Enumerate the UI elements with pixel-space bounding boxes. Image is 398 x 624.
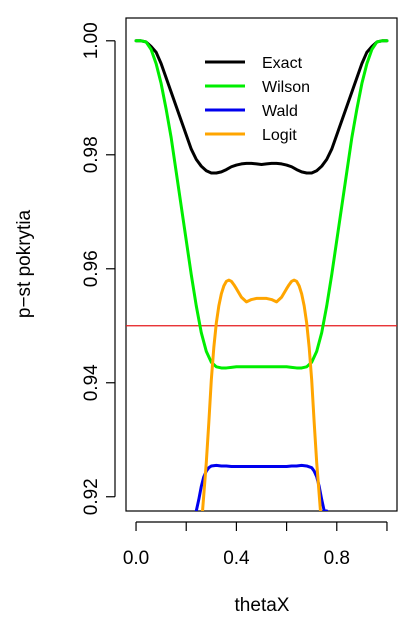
series-line-wilson [134, 39, 389, 370]
legend: Exact Wilson Wald Logit [205, 55, 310, 144]
legend-label-wald: Wald [262, 103, 298, 120]
x-tick-label: 0.8 [324, 548, 350, 569]
y-axis: 0.92 0.94 0.96 0.98 1.00 [81, 22, 116, 515]
y-tick-label: 0.94 [81, 364, 102, 401]
x-tick-label: 0.4 [223, 548, 250, 569]
x-axis: 0.0 0.4 0.8 [123, 521, 388, 569]
series-line-exact [134, 39, 389, 175]
series-layer [134, 39, 389, 511]
legend-label-logit: Logit [262, 127, 297, 144]
series-line-wald [194, 463, 329, 511]
y-tick-label: 1.00 [81, 22, 102, 59]
y-tick-label: 0.98 [81, 136, 102, 173]
x-tick-label: 0.0 [123, 548, 149, 569]
plot-frame [125, 17, 398, 512]
x-axis-label: thetaX [235, 595, 290, 616]
legend-label-exact: Exact [262, 55, 303, 72]
y-axis-label: p−st pokrytia [14, 209, 35, 318]
y-tick-label: 0.96 [81, 250, 102, 287]
series-line-logit [201, 278, 322, 511]
plot-box [125, 17, 398, 512]
y-tick-label: 0.92 [81, 478, 102, 515]
legend-label-wilson: Wilson [262, 79, 310, 96]
